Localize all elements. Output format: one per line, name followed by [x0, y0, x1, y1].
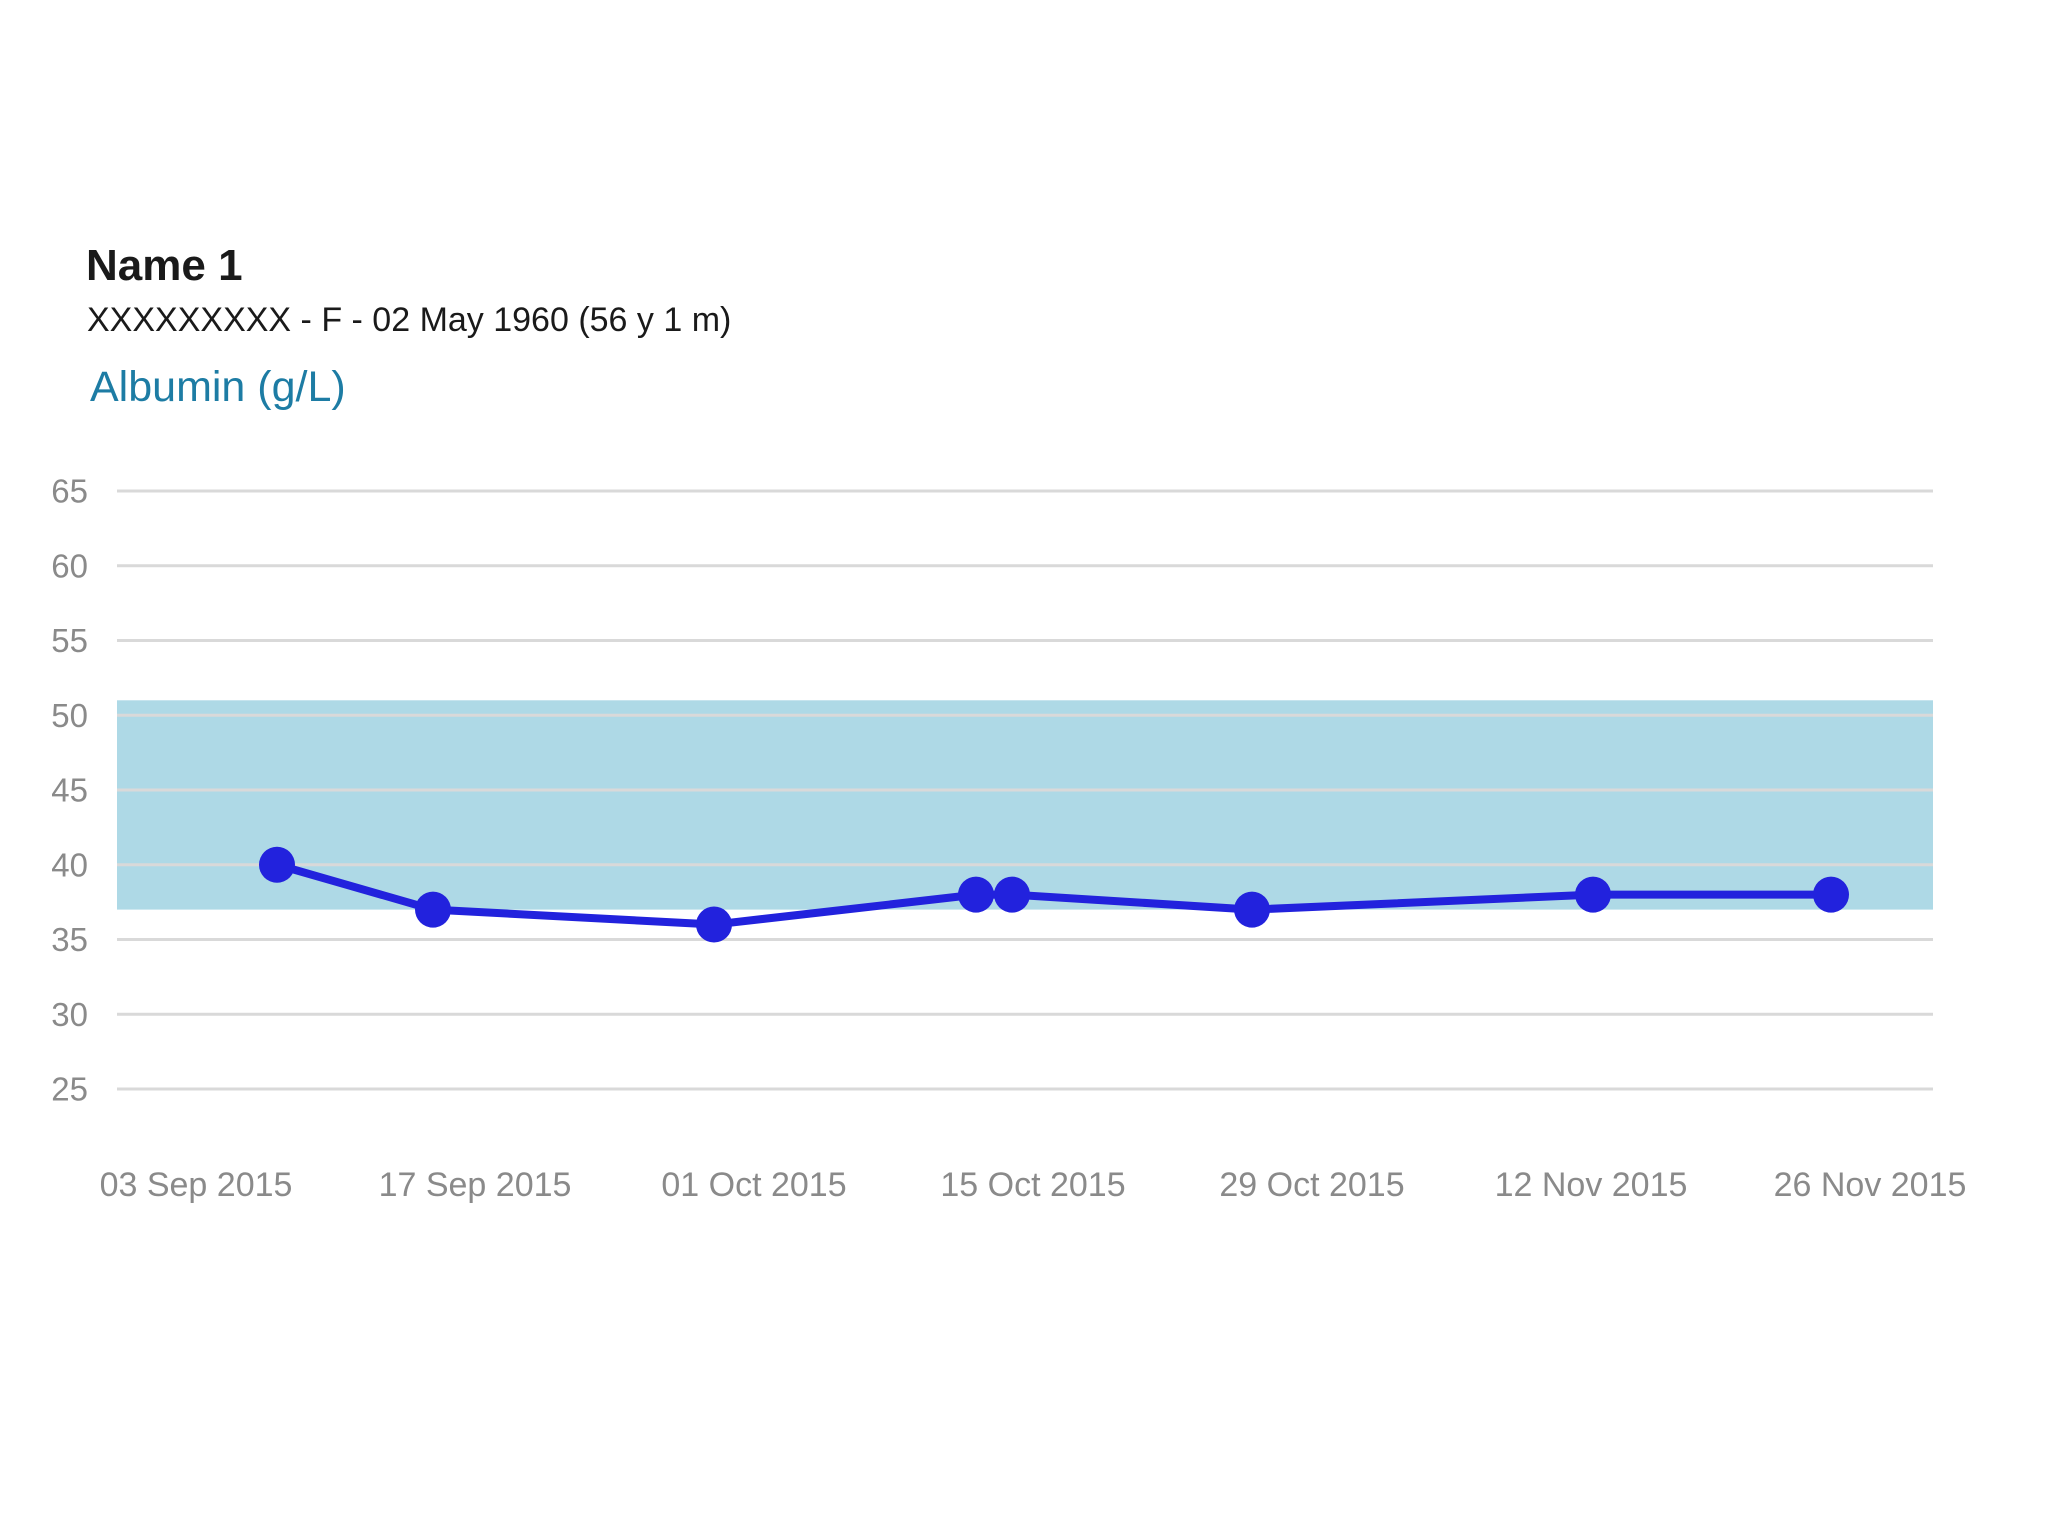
y-tick-label: 55	[51, 622, 88, 659]
y-tick-label: 40	[51, 846, 88, 883]
y-tick-label: 30	[51, 996, 88, 1033]
y-tick-label: 25	[51, 1071, 88, 1108]
x-tick-label: 17 Sep 2015	[379, 1166, 572, 1204]
data-point[interactable]	[696, 906, 732, 943]
data-point[interactable]	[1813, 876, 1849, 913]
data-point[interactable]	[415, 891, 451, 928]
x-tick-label: 12 Nov 2015	[1495, 1166, 1688, 1204]
chart-title: Albumin (g/L)	[90, 363, 346, 411]
x-tick-label: 26 Nov 2015	[1774, 1166, 1967, 1204]
reference-range-band	[117, 700, 1933, 910]
data-point[interactable]	[1575, 876, 1611, 913]
x-tick-label: 03 Sep 2015	[100, 1166, 293, 1204]
albumin-trend-chart: 65 60 55 50 45 40 35 30 25 03 Sep 2015 17 Sep 2015…	[51, 473, 1967, 1205]
data-point[interactable]	[1234, 891, 1270, 928]
x-tick-label: 29 Oct 2015	[1219, 1166, 1404, 1204]
data-point[interactable]	[259, 846, 295, 883]
patient-info: XXXXXXXXX - F - 02 May 1960 (56 y 1 m)	[87, 301, 732, 339]
y-tick-label: 50	[51, 697, 88, 734]
y-tick-label: 60	[51, 547, 88, 584]
y-tick-label: 65	[51, 473, 88, 510]
y-tick-label: 35	[51, 921, 88, 958]
data-point[interactable]	[994, 876, 1030, 913]
data-point[interactable]	[958, 876, 994, 913]
page-title: Name 1	[86, 241, 243, 290]
x-tick-label: 01 Oct 2015	[661, 1166, 846, 1204]
y-tick-label: 45	[51, 772, 88, 809]
x-tick-label: 15 Oct 2015	[940, 1166, 1125, 1204]
